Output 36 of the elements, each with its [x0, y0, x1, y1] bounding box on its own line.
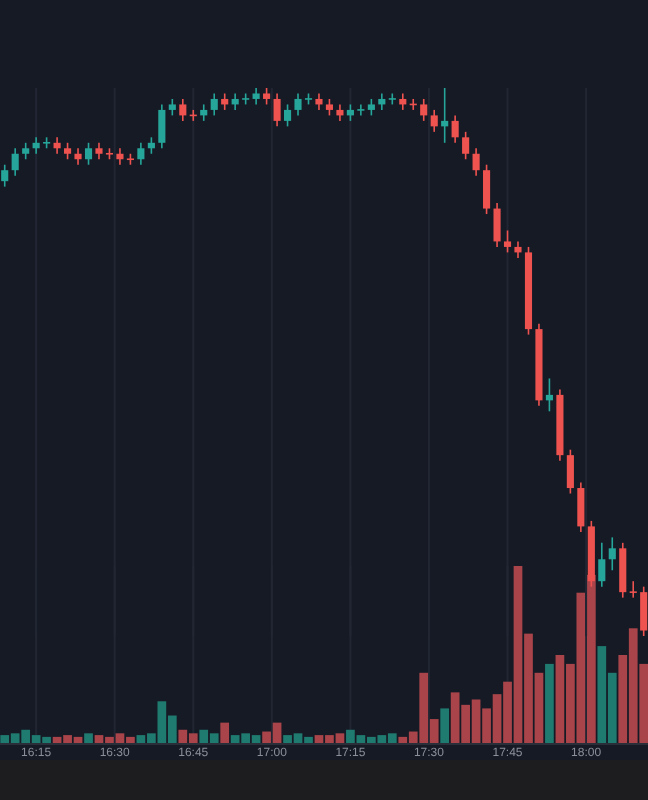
candlestick — [462, 131, 470, 161]
candlestick — [1, 163, 9, 188]
candlestick — [200, 103, 208, 122]
candlestick — [472, 147, 480, 177]
candlestick — [451, 114, 459, 144]
candlestick — [273, 92, 281, 128]
candlestick — [619, 542, 627, 599]
candlestick — [283, 103, 292, 128]
candlestick — [84, 142, 93, 166]
candlestick — [577, 481, 585, 533]
candlestick — [179, 98, 187, 122]
candlestick — [483, 163, 491, 215]
candlestick — [608, 536, 616, 572]
candlestick — [137, 142, 145, 166]
candlestick — [503, 229, 512, 254]
bar — [545, 663, 554, 744]
candlestick — [158, 103, 166, 150]
candlestick — [514, 240, 522, 259]
bar — [220, 722, 230, 744]
candlestick — [430, 109, 438, 133]
candlestick — [378, 92, 386, 111]
candlestick — [399, 92, 407, 111]
candlestick — [336, 103, 344, 122]
candlestick — [441, 87, 449, 144]
bar — [440, 708, 450, 744]
candlestick — [315, 92, 323, 111]
candlestick — [545, 377, 553, 413]
candlestick — [566, 448, 574, 495]
candlestick — [11, 147, 19, 177]
candlestick — [53, 136, 61, 155]
bar — [84, 733, 93, 744]
candlestick — [493, 202, 501, 248]
candlestick — [74, 147, 82, 166]
candlestick — [388, 92, 396, 106]
candlestick — [210, 92, 218, 117]
candlestick — [598, 542, 606, 588]
